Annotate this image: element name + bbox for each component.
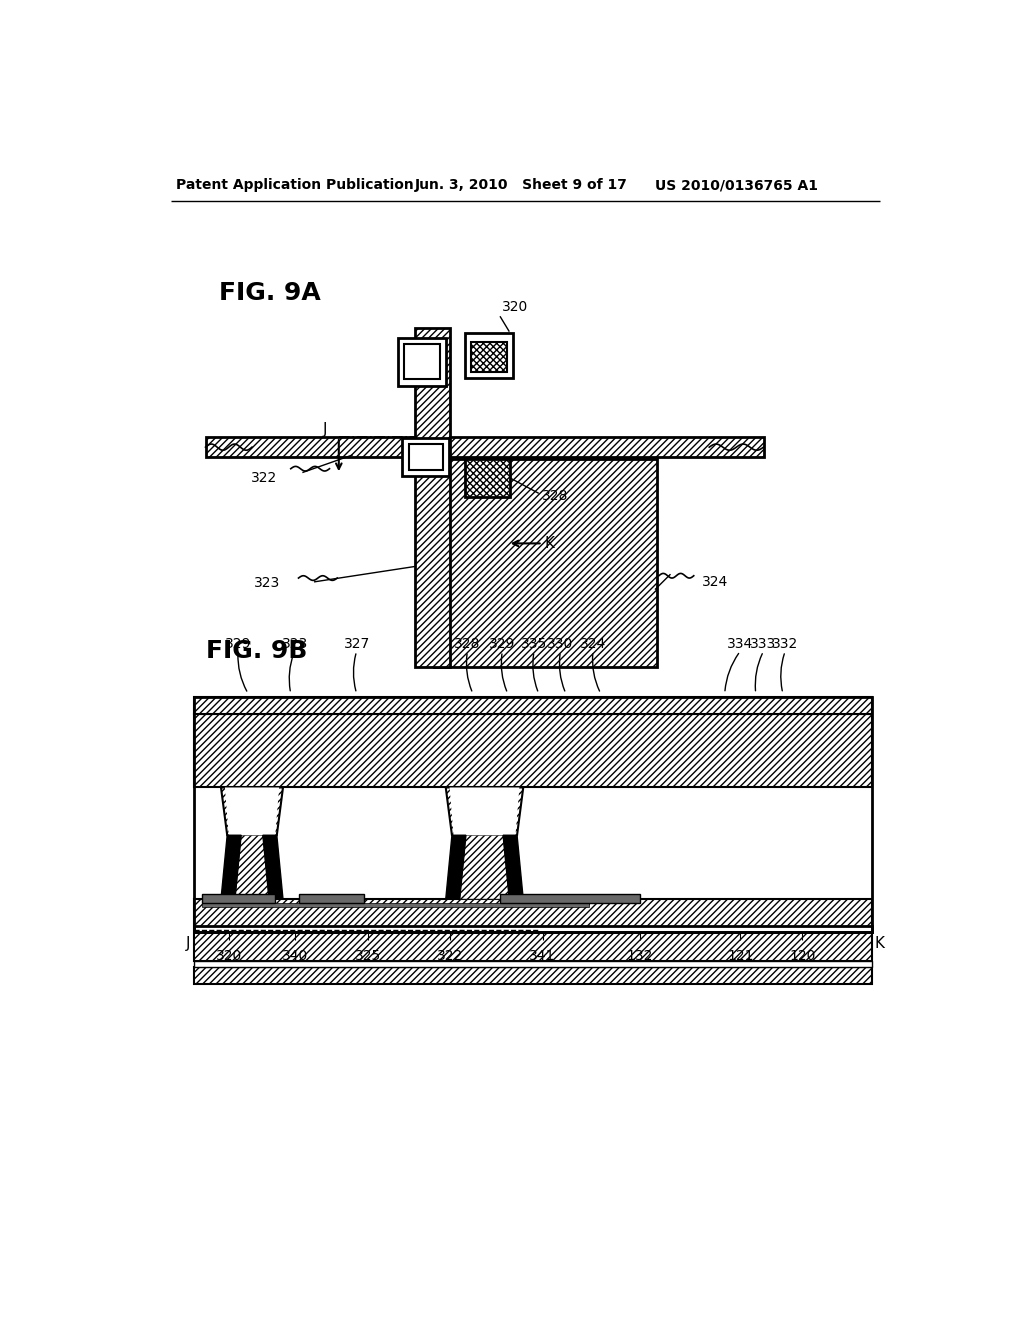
Bar (194, 961, 872, 966)
Text: 323: 323 (282, 638, 308, 651)
Text: 120: 120 (790, 949, 815, 964)
Text: 325: 325 (355, 949, 381, 964)
Bar (194, 697, 872, 714)
Polygon shape (263, 836, 283, 899)
Bar (402, 438, 449, 477)
Bar (465, 459, 510, 498)
Polygon shape (460, 836, 509, 899)
Polygon shape (234, 836, 269, 899)
Bar (194, 966, 872, 983)
Text: Jun. 3, 2010   Sheet 9 of 17: Jun. 3, 2010 Sheet 9 of 17 (415, 178, 628, 193)
Text: 327: 327 (343, 638, 370, 651)
Text: 332: 332 (772, 638, 799, 651)
Text: 324: 324 (701, 576, 728, 589)
Bar (465, 333, 513, 378)
Text: J: J (324, 422, 328, 437)
Text: 330: 330 (547, 638, 573, 651)
Text: FIG. 9B: FIG. 9B (206, 639, 307, 663)
Bar (194, 697, 872, 932)
Text: 329: 329 (489, 638, 515, 651)
Text: 335: 335 (521, 638, 547, 651)
Text: FIG. 9A: FIG. 9A (219, 281, 322, 305)
Text: K: K (545, 536, 555, 550)
Bar (434, 459, 657, 667)
Polygon shape (225, 788, 280, 836)
Bar (202, 903, 589, 907)
Text: 329: 329 (225, 638, 251, 651)
Polygon shape (221, 836, 241, 899)
Text: 320: 320 (503, 300, 528, 314)
Bar (299, 894, 365, 903)
Bar (194, 927, 872, 932)
Text: Patent Application Publication: Patent Application Publication (176, 178, 414, 193)
Text: 324: 324 (580, 638, 606, 651)
Bar (194, 899, 872, 961)
Bar (500, 894, 640, 903)
Bar (403, 345, 439, 379)
Bar (194, 714, 872, 788)
Text: 340: 340 (282, 949, 308, 964)
Text: J: J (185, 936, 190, 952)
Polygon shape (445, 788, 523, 836)
Polygon shape (445, 836, 466, 899)
Text: 132: 132 (627, 949, 652, 964)
Text: US 2010/0136765 A1: US 2010/0136765 A1 (655, 178, 818, 193)
Text: 323: 323 (254, 577, 281, 590)
Bar (397, 338, 445, 385)
Text: 320: 320 (216, 949, 242, 964)
Text: 328: 328 (455, 638, 480, 651)
Text: 121: 121 (727, 949, 754, 964)
Bar (206, 437, 764, 457)
Bar (409, 444, 442, 470)
Text: 328: 328 (542, 490, 568, 503)
Polygon shape (450, 788, 519, 836)
Polygon shape (503, 836, 523, 899)
Text: 333: 333 (751, 638, 776, 651)
Text: 341: 341 (529, 949, 556, 964)
Text: K: K (874, 936, 885, 952)
Text: 334: 334 (727, 638, 754, 651)
Polygon shape (221, 788, 283, 836)
Bar (202, 894, 275, 903)
Text: 322: 322 (436, 949, 463, 964)
Bar (471, 342, 507, 372)
Text: 322: 322 (251, 471, 276, 484)
Bar (415, 327, 451, 667)
